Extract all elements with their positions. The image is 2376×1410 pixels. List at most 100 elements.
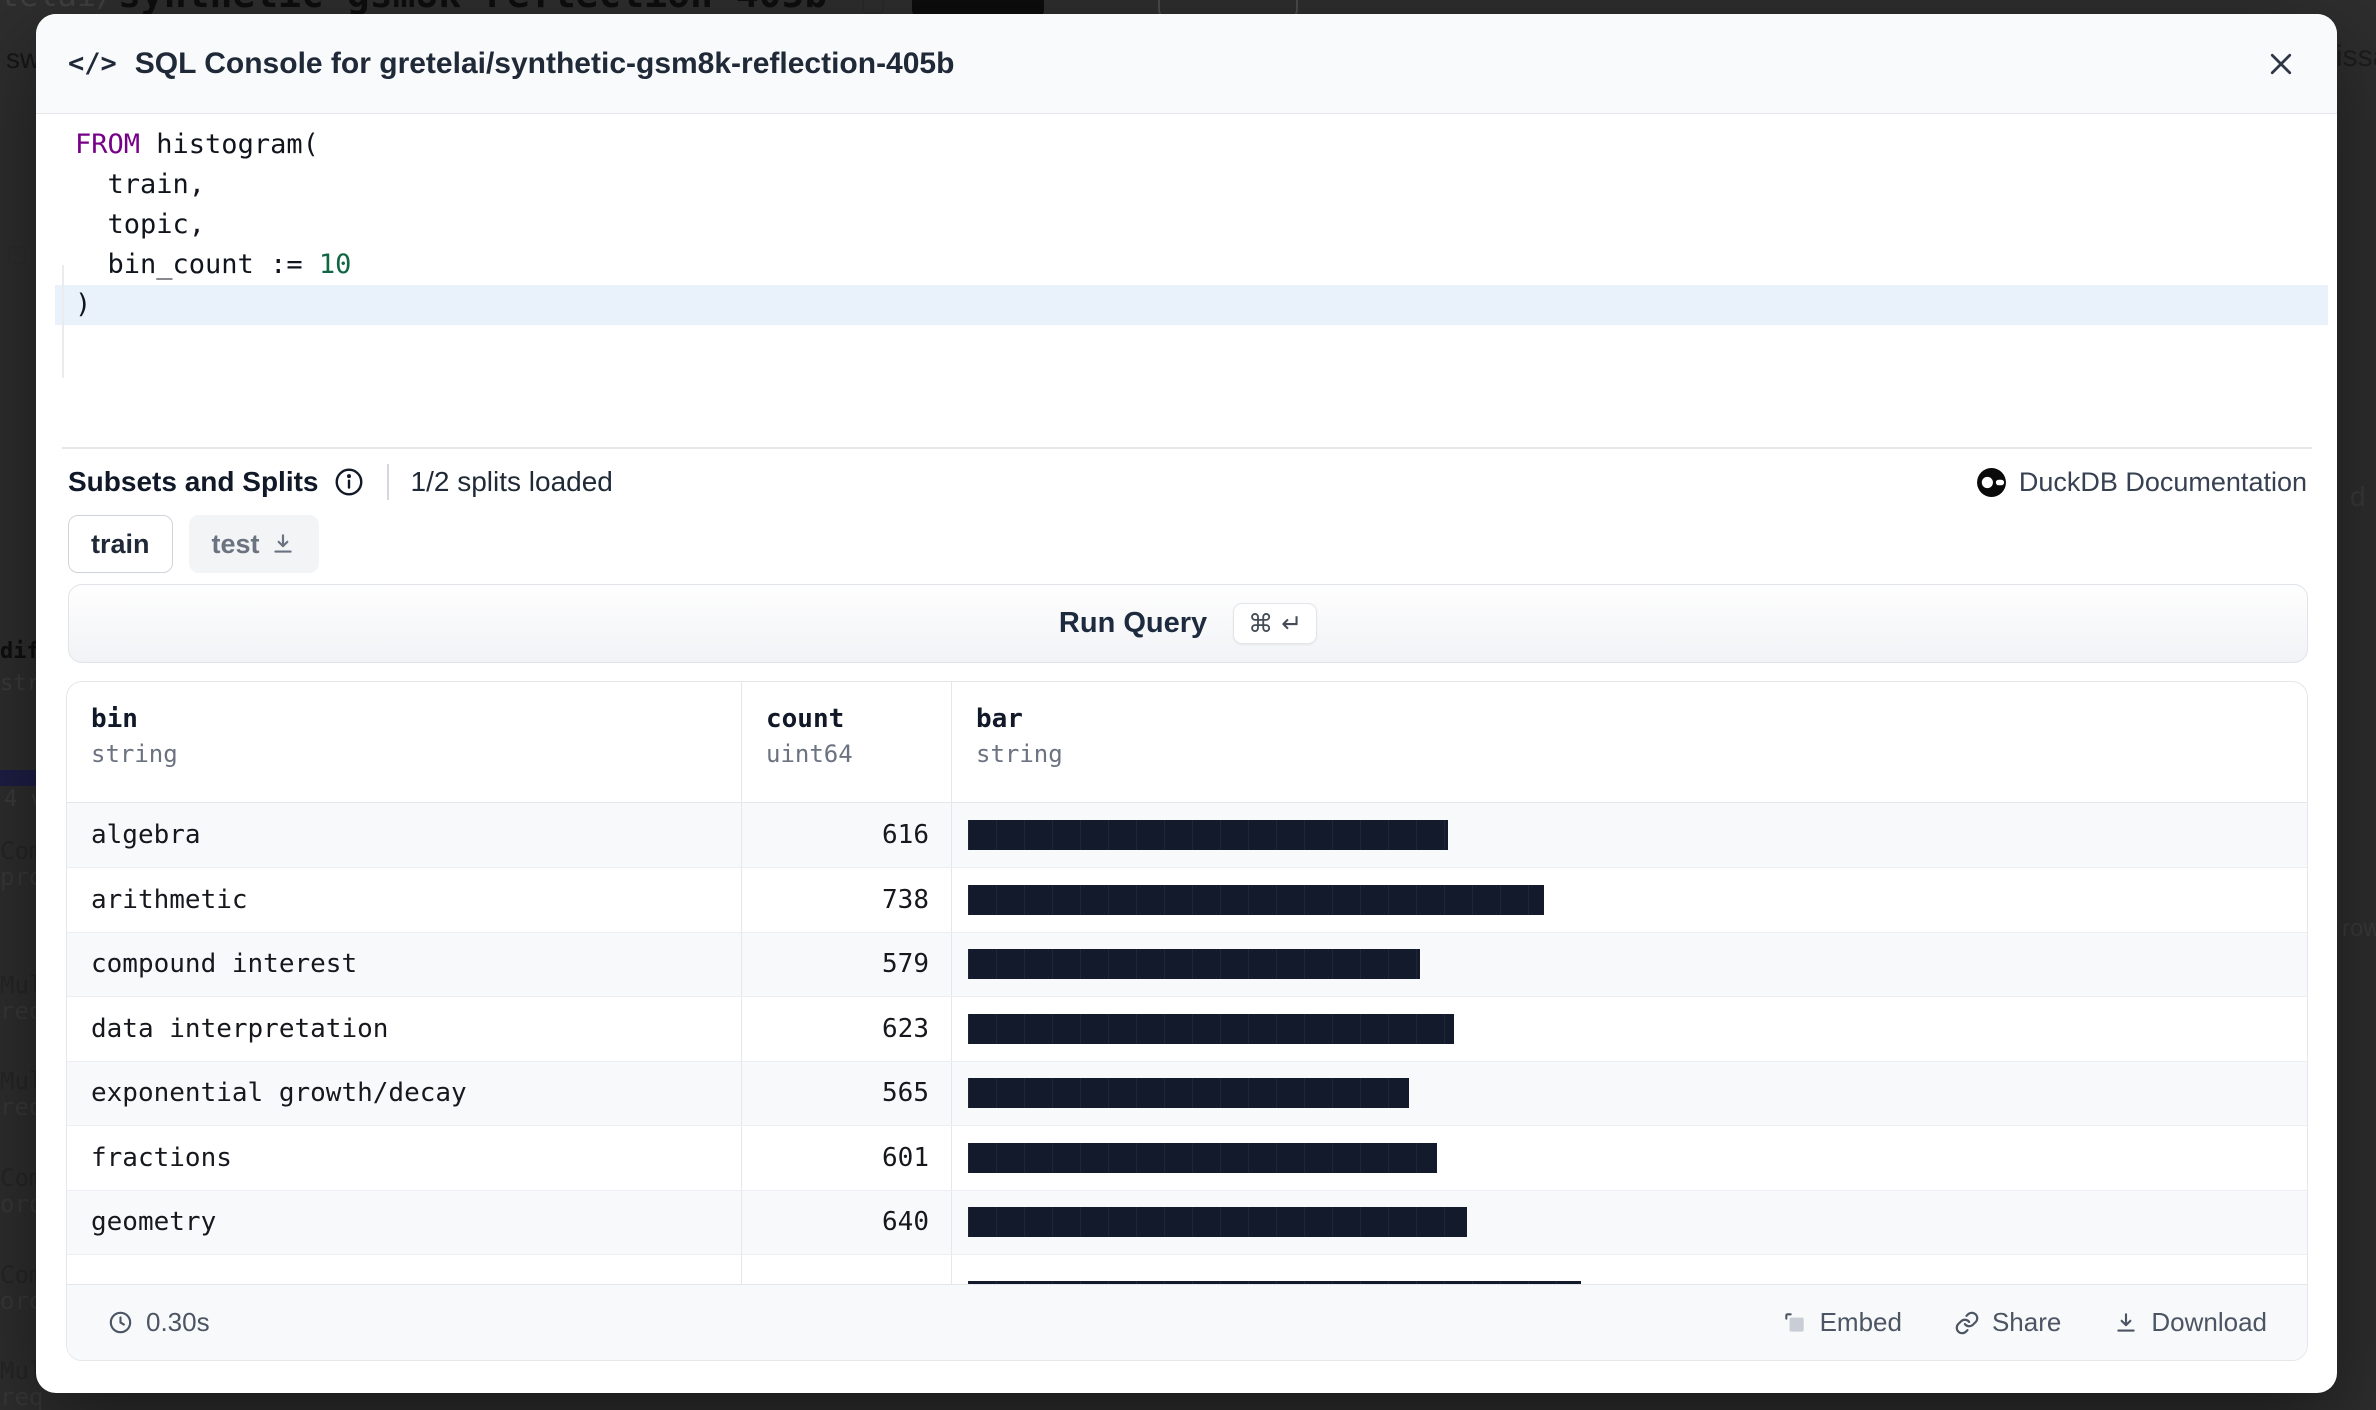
column-header-bar: bar string (951, 682, 2307, 802)
table-body: algebra 616 arithmetic 738 compound interest… (67, 802, 2307, 1285)
table-row: arithmetic 738 (67, 867, 2307, 932)
close-icon (2270, 53, 2292, 74)
bin-cell: data interpretation (91, 1013, 389, 1044)
histogram-bar (968, 1142, 1437, 1173)
bar-cell (951, 1126, 2307, 1190)
code-line: topic, (55, 205, 2328, 245)
code-token: train, (75, 169, 206, 200)
code-token: 10 (318, 249, 352, 280)
histogram-bar (968, 1013, 1454, 1044)
histogram-bar (968, 1207, 1467, 1238)
bar-cell (951, 868, 2307, 932)
bin-cell: geometry (91, 1207, 217, 1238)
bar-cell (951, 1190, 2307, 1255)
histogram-bar (968, 1281, 1581, 1285)
count-cell: 640 (741, 1190, 951, 1255)
column-header-count: count uint64 (741, 682, 951, 802)
split-train-label: train (91, 528, 150, 559)
background-text-fragment: issa (2336, 40, 2376, 73)
code-token: topic, (75, 209, 206, 240)
column-name: bar (976, 704, 1023, 734)
splits-loaded-status: 1/2 splits loaded (410, 466, 613, 497)
histogram-bar (968, 949, 1420, 980)
subsets-section: Subsets and Splits 1/2 splits loaded Duc… (68, 455, 2307, 509)
bin-cell: arithmetic (91, 884, 248, 915)
column-type: string (91, 740, 178, 768)
results-panel[interactable]: bin string count uint64 bar string algeb… (66, 681, 2308, 1361)
background-box-fragment (912, 0, 1044, 18)
run-query-label: Run Query (1058, 607, 1208, 639)
code-token: histogram( (140, 129, 319, 160)
bar-cell (951, 1255, 2307, 1285)
histogram-bar (968, 1078, 1409, 1109)
footer-actions: Embed Share Download (1782, 1307, 2267, 1338)
code-line: FROM histogram( (55, 125, 2328, 165)
count-cell: 565 (741, 1061, 951, 1126)
clock-icon (109, 1311, 132, 1334)
splits-row: train test (68, 515, 319, 573)
column-type: string (976, 740, 1063, 768)
background-text-fragment: str (0, 671, 40, 696)
bin-cell: exponential growth/decay (91, 1078, 467, 1109)
table-row: fractions 601 (67, 1125, 2307, 1190)
table-row: data interpretation 623 (67, 996, 2307, 1061)
histogram-bar (968, 884, 1544, 915)
download-split-icon (273, 534, 292, 553)
split-test-label: test (211, 528, 260, 559)
download-button[interactable]: Download (2113, 1307, 2267, 1338)
section-divider (62, 447, 2312, 449)
code-token: ) (75, 289, 92, 320)
modal-title: SQL Console for gretelai/synthetic-gsm8k… (134, 46, 955, 80)
split-button-train[interactable]: train (68, 515, 173, 573)
info-icon[interactable] (333, 466, 365, 498)
duckdb-docs-label: DuckDB Documentation (2018, 466, 2307, 497)
background-box-fragment (0, 770, 36, 786)
duckdb-logo-icon (1976, 467, 2006, 497)
code-icon: </> (68, 48, 117, 79)
run-query-button[interactable]: Run Query ⌘ ↵ (68, 584, 2308, 663)
close-button[interactable] (2261, 44, 2301, 84)
embed-button[interactable]: Embed (1782, 1307, 1902, 1338)
bar-cell (951, 802, 2307, 868)
modal-header: </> SQL Console for gretelai/synthetic-g… (36, 14, 2337, 114)
background-box-fragment (8, 246, 26, 264)
embed-label: Embed (1819, 1307, 1902, 1338)
background-box-fragment (862, 0, 884, 14)
background-text-fragment: d (2350, 481, 2366, 512)
download-icon (2117, 1312, 2136, 1332)
column-type: uint64 (766, 740, 853, 768)
bin-cell: algebra (91, 819, 201, 850)
column-name: count (766, 704, 845, 734)
background-text-fragment: gretelai/ (0, 0, 115, 13)
sql-editor[interactable]: FROM histogram( train, topic, bin_count … (36, 114, 2337, 325)
count-cell: 579 (741, 932, 951, 997)
code-token: bin_count := (75, 249, 319, 280)
elapsed-value: 0.30s (146, 1307, 210, 1338)
split-button-test[interactable]: test (188, 515, 319, 573)
histogram-bar (968, 819, 1448, 850)
background-text-fragment: dif (0, 639, 40, 664)
duckdb-docs-link[interactable]: DuckDB Documentation (1976, 467, 2307, 498)
bar-cell (951, 1061, 2307, 1126)
background-text-fragment: sw (6, 43, 41, 74)
count-cell: 623 (741, 997, 951, 1061)
table-row: compound interest 579 (67, 931, 2307, 997)
download-label: Download (2151, 1307, 2267, 1338)
bin-cell: fractions (91, 1142, 232, 1173)
table-row-clipped (67, 1254, 2307, 1285)
share-button[interactable]: Share (1954, 1307, 2061, 1338)
vertical-separator (386, 464, 389, 500)
bar-cell (951, 997, 2307, 1061)
bin-cell: compound interest (91, 949, 358, 980)
sql-console-modal: </> SQL Console for gretelai/synthetic-g… (36, 14, 2337, 1393)
count-cell (741, 1255, 951, 1285)
share-link-icon (1955, 1311, 1979, 1334)
bin-cell (67, 1255, 741, 1284)
table-row: algebra 616 (67, 802, 2307, 868)
table-row: geometry 640 (67, 1189, 2307, 1255)
code-line: train, (55, 165, 2328, 205)
code-line: ) (55, 285, 2328, 325)
count-cell: 601 (741, 1126, 951, 1190)
count-cell: 616 (741, 802, 951, 868)
indent-guide (62, 265, 64, 378)
